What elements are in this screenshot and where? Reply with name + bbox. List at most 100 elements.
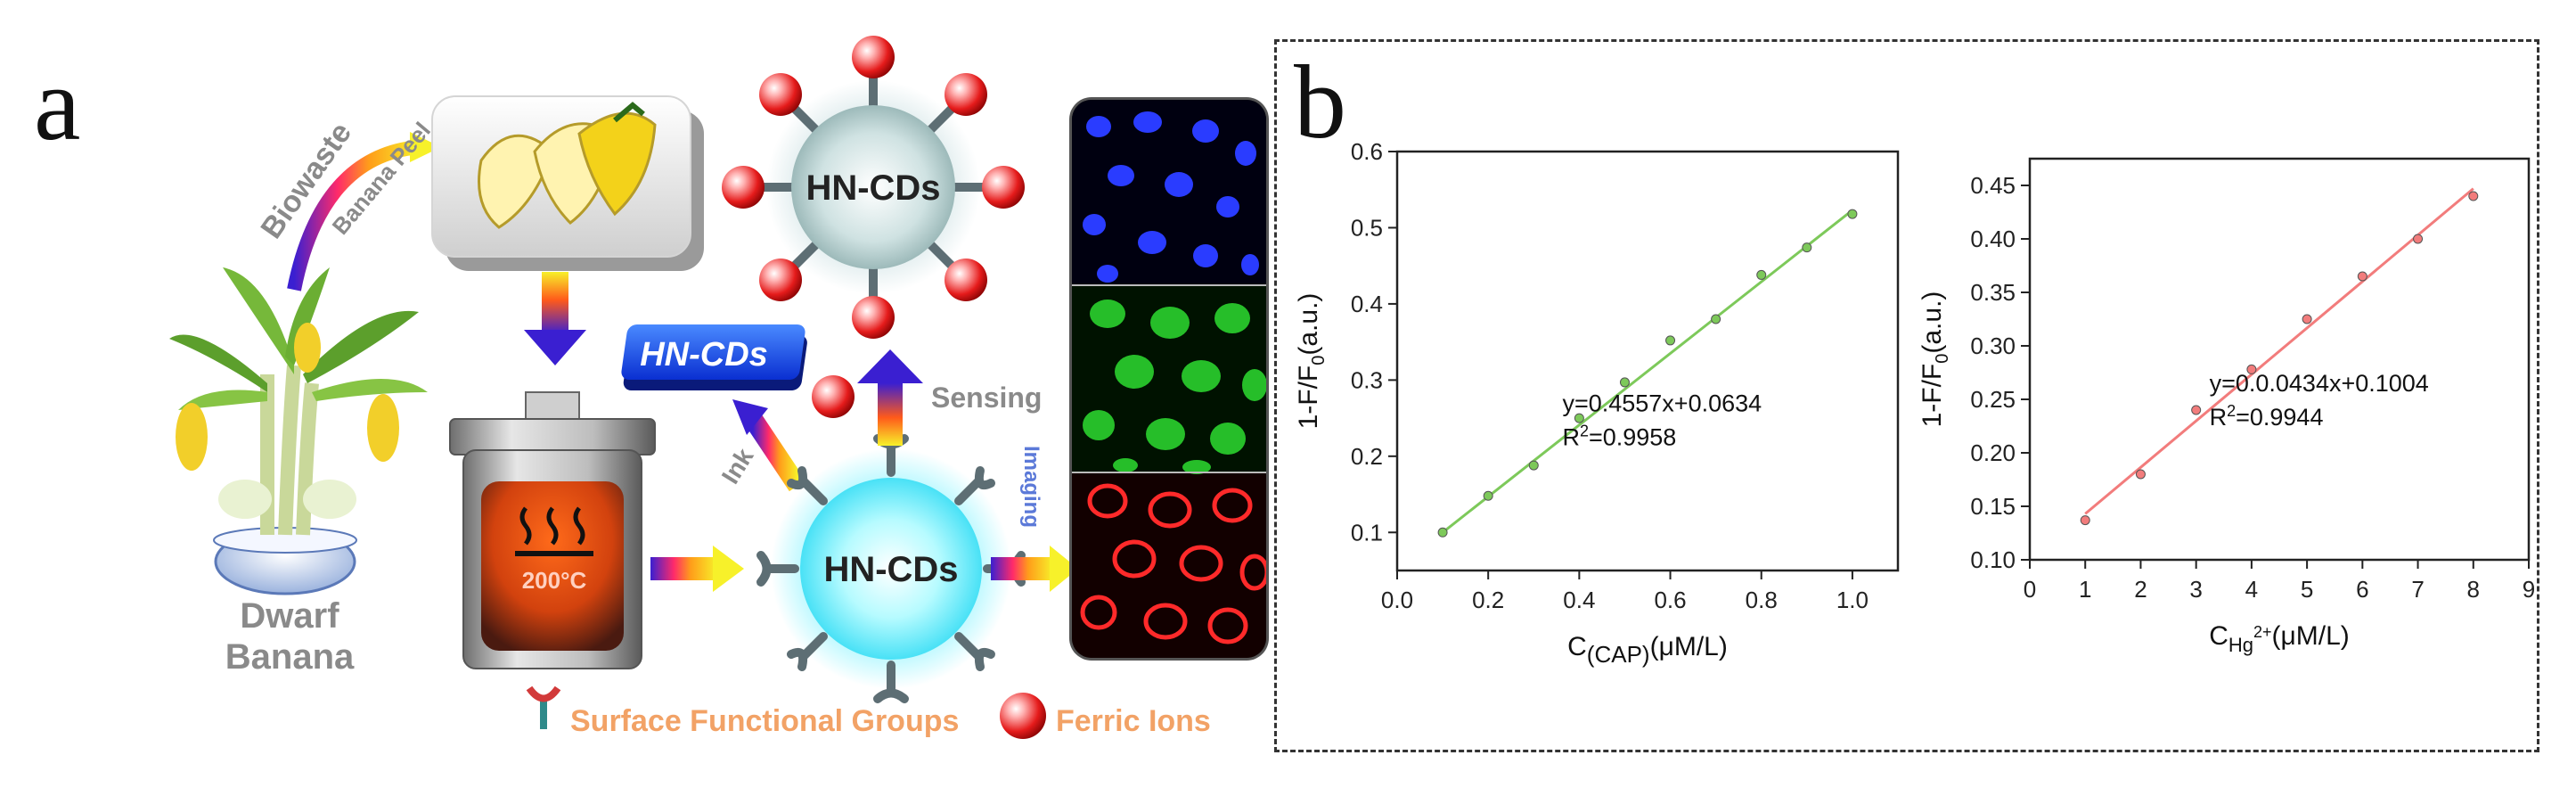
chart-hg-equation: y=0.0.0434x+0.1004 bbox=[2210, 370, 2429, 397]
chart-hg-plot-area bbox=[2028, 157, 2531, 562]
y-tick-label: 0.25 bbox=[1970, 386, 2016, 413]
y-tick-label: 0.15 bbox=[1970, 493, 2016, 520]
data-point bbox=[2468, 191, 2479, 201]
legend-ferric-icon bbox=[1000, 693, 1046, 739]
y-tick-label: 0.2 bbox=[1351, 443, 1383, 470]
chart-hg-xlabel: CHg2+(μM/L) bbox=[2209, 621, 2350, 656]
panel-b-letter: b bbox=[1294, 44, 1346, 160]
diagonal-arrow-head-icon bbox=[732, 399, 768, 435]
data-point bbox=[2080, 515, 2090, 526]
hncds-bottom-label: HN-CDs bbox=[823, 550, 958, 589]
imaging-label: Imaging bbox=[1019, 446, 1043, 528]
data-point bbox=[2302, 314, 2312, 324]
data-point bbox=[2413, 234, 2424, 244]
sensing-arrow-shaft-icon bbox=[878, 383, 903, 446]
ink-tag bbox=[621, 324, 807, 390]
y-tick-label: 0.45 bbox=[1970, 172, 2016, 199]
temperature-label: 200°C bbox=[522, 567, 587, 594]
down-arrow-shaft-icon bbox=[542, 272, 568, 334]
x-tick-label: 5 bbox=[2301, 576, 2313, 603]
legend-ferric-label: Ferric Ions bbox=[1056, 704, 1211, 738]
hncds-surface-groups bbox=[756, 434, 1026, 703]
y-tick-label: 0.6 bbox=[1351, 138, 1383, 165]
y-tick-label: 0.10 bbox=[1970, 546, 2016, 573]
chart-cap-xlabel: C(CAP)(μM/L) bbox=[1567, 632, 1728, 668]
data-point bbox=[2135, 469, 2146, 480]
x-tick-label: 1 bbox=[2079, 576, 2091, 603]
diagonal-arrow-shaft-icon bbox=[744, 413, 806, 492]
chart-cap-r2: R2=0.9958 bbox=[1562, 422, 1676, 450]
chart-cap: 0.0 0.2 0.4 0.6 0.8 1.0 0.1 0.2 0.3 0.4 0.5 0.6 y=0… bbox=[1294, 138, 1900, 668]
hncds-ferric-complex bbox=[722, 36, 1025, 339]
x-tick-label: 4 bbox=[2245, 576, 2258, 603]
imaging-arrow-shaft-icon bbox=[991, 557, 1053, 580]
x-tick-label: 0.0 bbox=[1381, 587, 1413, 613]
sensing-arrow-head-icon bbox=[857, 349, 923, 383]
sensing-label: Sensing bbox=[931, 382, 1042, 414]
x-tick-label: 7 bbox=[2411, 576, 2424, 603]
data-point bbox=[1847, 209, 1858, 219]
x-tick-label: 1.0 bbox=[1836, 587, 1869, 613]
x-tick-label: 9 bbox=[2523, 576, 2535, 603]
fluorescence-image-strip bbox=[1072, 100, 1266, 658]
chart-cap-ylabel: 1-F/F0(a.u.) bbox=[1294, 293, 1329, 430]
chart-cap-fit-line bbox=[1442, 209, 1853, 534]
curved-arrow-icon bbox=[287, 140, 420, 291]
y-tick-label: 0.35 bbox=[1970, 279, 2016, 306]
data-point bbox=[2357, 271, 2367, 282]
imaging-arrow-head-icon bbox=[1050, 546, 1078, 592]
chart-hg-ylabel: 1-F/F0(a.u.) bbox=[1918, 291, 1952, 428]
hncds-top-label: HN-CDs bbox=[806, 168, 940, 208]
right-arrow-shaft-icon bbox=[650, 557, 717, 580]
y-tick-label: 0.3 bbox=[1351, 366, 1383, 393]
y-tick-label: 0.1 bbox=[1351, 519, 1383, 546]
x-tick-label: 0.8 bbox=[1746, 587, 1778, 613]
chart-cap-plot-area bbox=[1395, 150, 1900, 572]
hydrothermal-reactor-illustration bbox=[449, 391, 656, 669]
data-point bbox=[1802, 242, 1812, 253]
ink-tag-label: HN-CDs bbox=[640, 336, 768, 373]
data-point bbox=[2191, 405, 2202, 415]
x-tick-label: 0.6 bbox=[1654, 587, 1686, 613]
ferric-ion-icon bbox=[812, 375, 855, 418]
curved-arrow-head-icon bbox=[410, 132, 441, 162]
data-point bbox=[1665, 335, 1676, 346]
x-tick-label: 3 bbox=[2189, 576, 2202, 603]
x-tick-label: 2 bbox=[2134, 576, 2147, 603]
panel-a-schematic: Dwarf Banana Biowaste Banana Peel 200°C … bbox=[169, 36, 1211, 739]
panel-b-frame bbox=[1274, 39, 2539, 752]
down-arrow-head-icon bbox=[524, 330, 586, 365]
y-tick-label: 0.4 bbox=[1351, 291, 1383, 317]
legend-surface-icon bbox=[526, 685, 561, 729]
y-tick-label: 0.20 bbox=[1970, 439, 2016, 466]
y-tick-label: 0.30 bbox=[1970, 332, 2016, 359]
data-point bbox=[1574, 413, 1584, 423]
dwarf-label: Dwarf bbox=[240, 596, 339, 636]
x-tick-label: 0.2 bbox=[1472, 587, 1504, 613]
y-tick-label: 0.40 bbox=[1970, 226, 2016, 252]
dwarf-banana-plant-illustration bbox=[169, 267, 428, 595]
chart-cap-equation: y=0.4557x+0.0634 bbox=[1562, 390, 1762, 416]
banana-peel-card bbox=[431, 95, 704, 271]
fluorescence-cells bbox=[1072, 100, 1266, 658]
x-tick-label: 8 bbox=[2467, 576, 2480, 603]
data-point bbox=[1437, 527, 1448, 538]
right-arrow-head-icon bbox=[713, 546, 744, 592]
x-tick-label: 0 bbox=[2024, 576, 2036, 603]
data-point bbox=[1483, 490, 1493, 501]
chart-hg-fit-line bbox=[2084, 187, 2474, 515]
y-tick-label: 0.5 bbox=[1351, 214, 1383, 241]
legend-surface-label: Surface Functional Groups bbox=[570, 704, 959, 738]
x-tick-label: 6 bbox=[2356, 576, 2368, 603]
chart-hg: 0 1 2 3 4 5 6 7 8 9 0.10 0.15 0.20 0.25 0.30 0.35 0.40 0.… bbox=[1918, 157, 2535, 656]
data-point bbox=[2246, 364, 2257, 374]
data-point bbox=[1528, 460, 1539, 471]
banana-label: Banana bbox=[225, 637, 355, 677]
data-point bbox=[1756, 269, 1767, 280]
data-point bbox=[1619, 377, 1630, 388]
x-tick-label: 0.4 bbox=[1563, 587, 1595, 613]
chart-hg-r2: R2=0.9944 bbox=[2210, 402, 2324, 431]
data-point bbox=[1711, 314, 1721, 324]
panel-a-letter: a bbox=[34, 45, 81, 162]
